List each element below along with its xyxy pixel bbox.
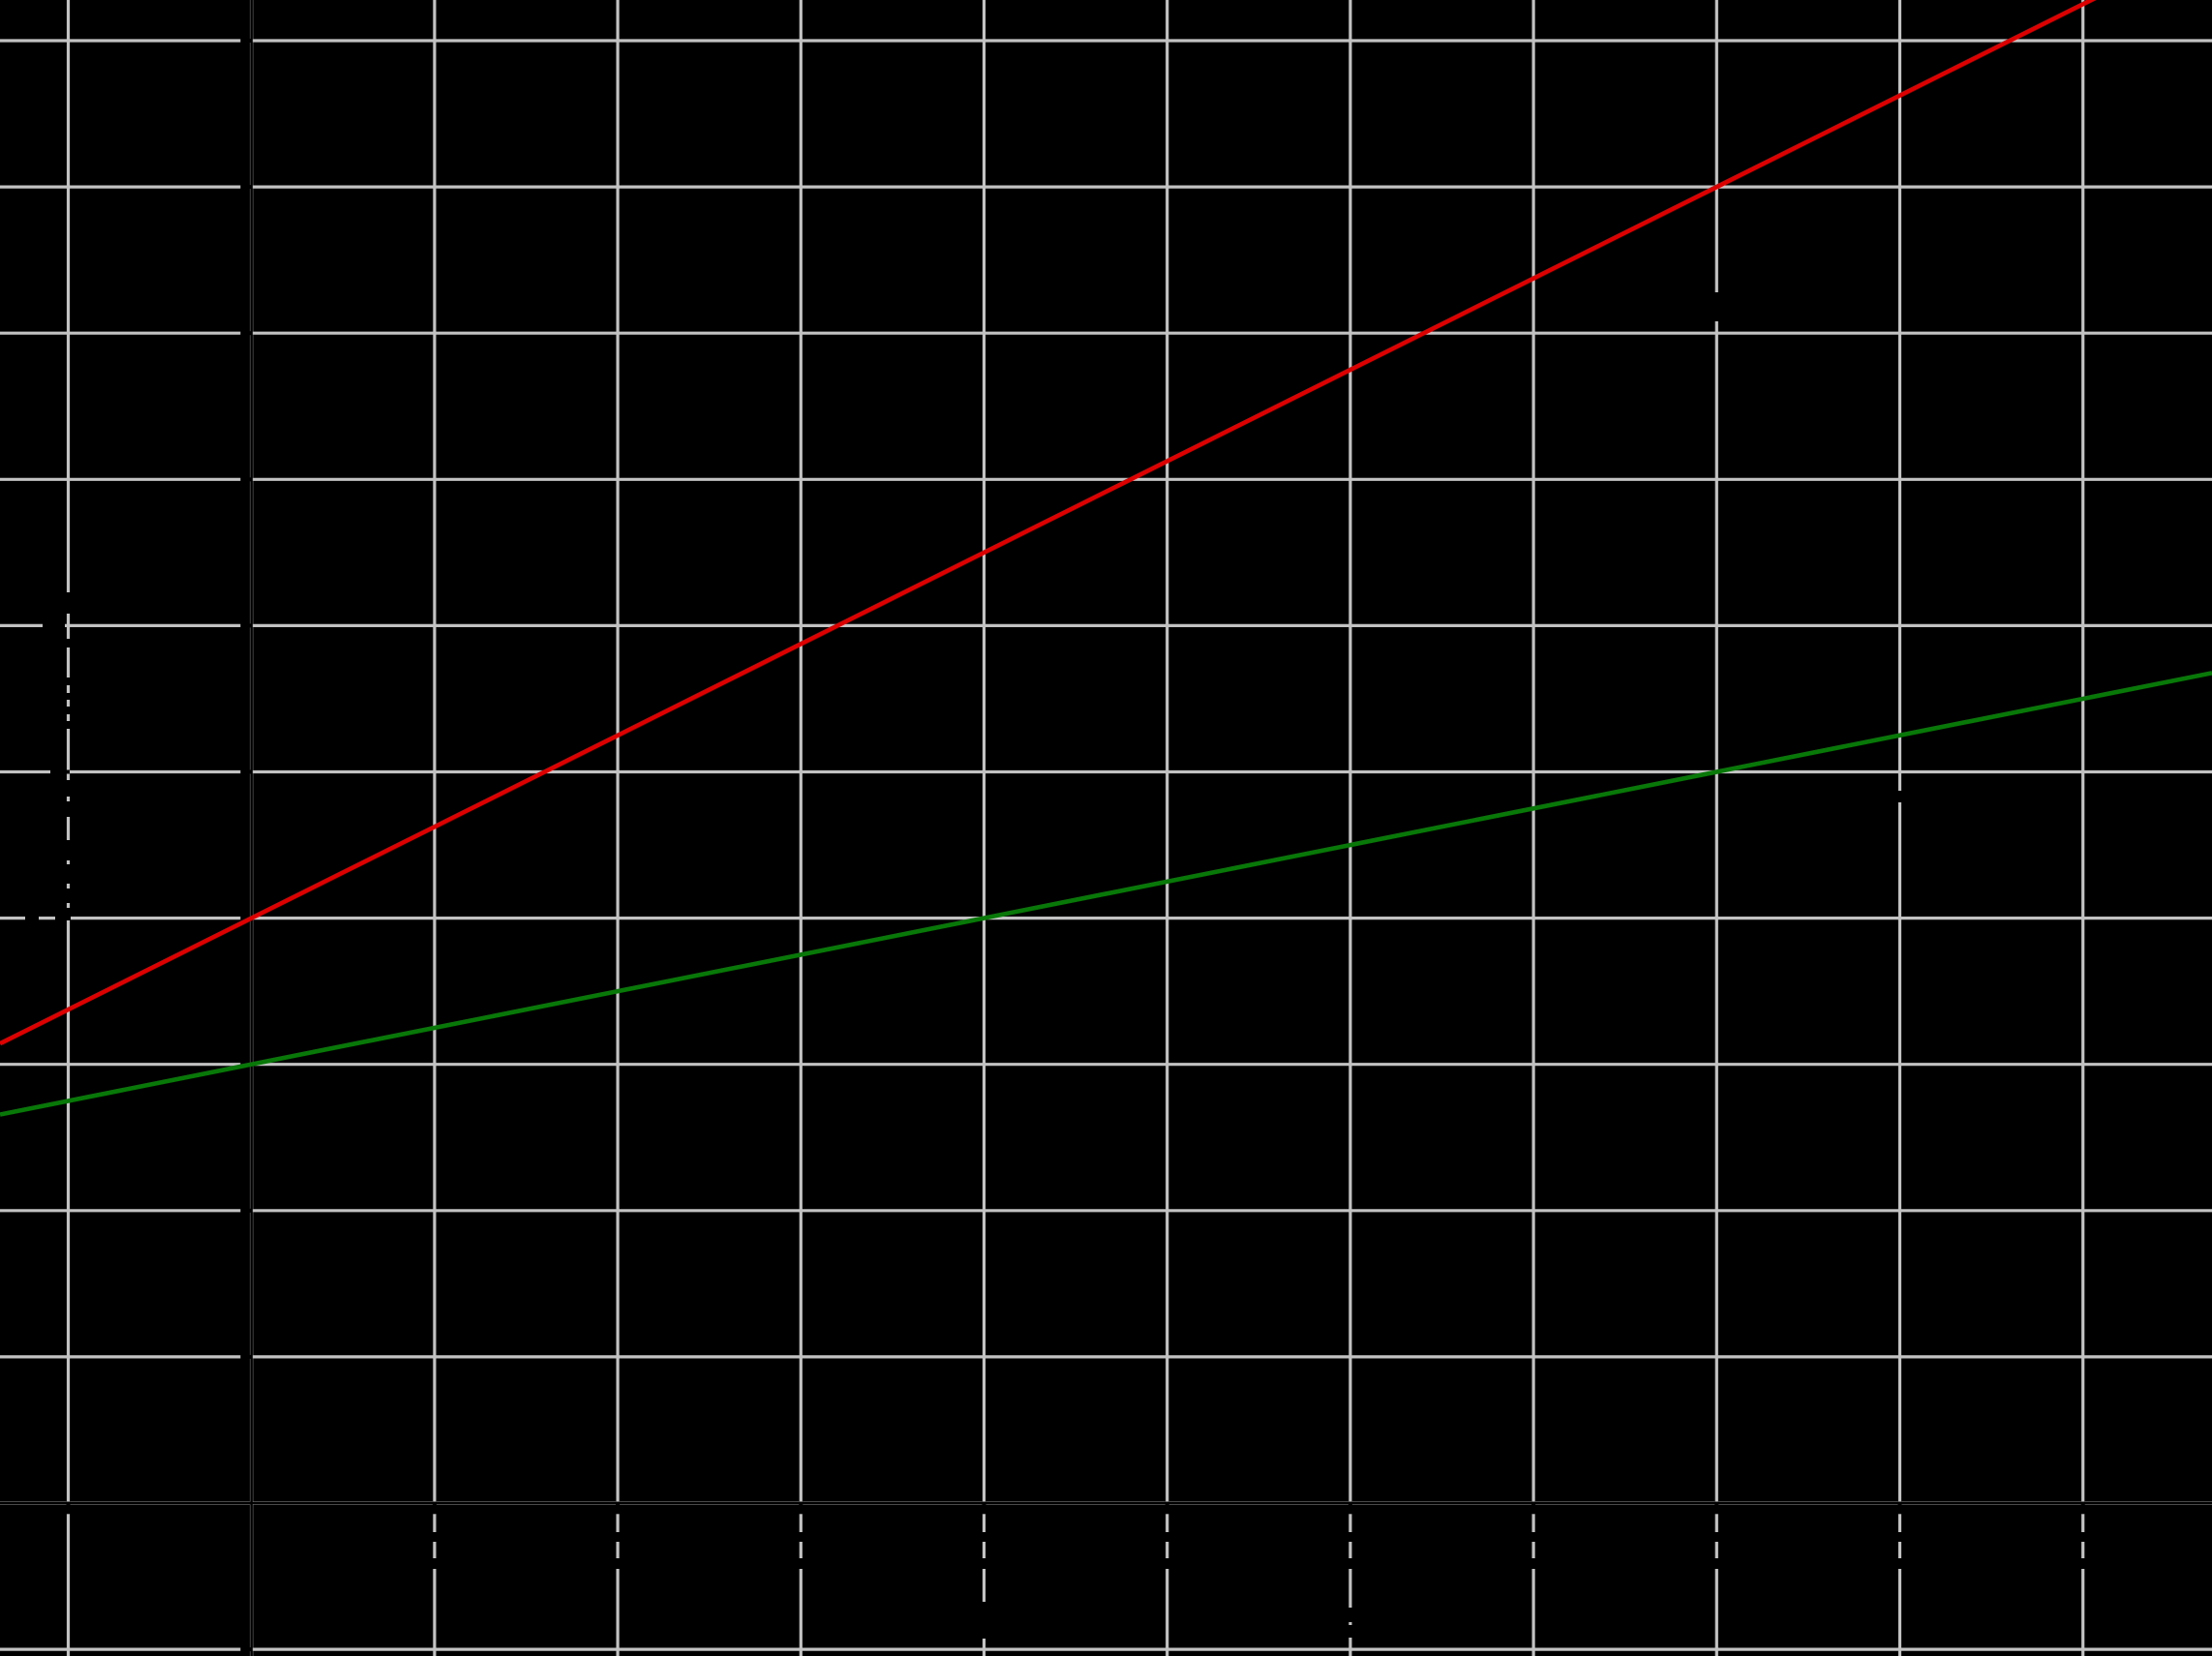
x-axis-tick [2080,1501,2085,1515]
label-fragment [982,1602,986,1639]
y-axis-tick [240,769,254,774]
tick-label-fragment [616,1532,621,1542]
tick-label-fragment [432,1558,437,1569]
tick-label-fragment [432,1532,437,1542]
label-fragment [66,888,71,903]
x-axis-tick [616,1501,621,1515]
label-fragment [66,639,71,647]
y-axis-tick [240,1208,254,1213]
y-axis-tick [240,623,254,628]
function-red-line [0,0,2097,1046]
y-axis-tick [240,1647,254,1652]
label-fragment [1348,1608,1352,1622]
y-axis-tick [240,331,254,336]
label-fragment [66,801,71,817]
label-fragment [66,693,71,700]
label-fragment [43,623,65,628]
y-axis-tick [240,477,254,482]
x-axis-tick [1714,1501,1719,1515]
label-fragment [50,769,70,774]
tick-label-fragment [1531,1532,1536,1542]
tick-label-fragment [799,1532,803,1542]
label-fragment [66,721,71,729]
tick-label-fragment [1897,1558,1902,1569]
label-fragment [25,916,39,920]
label-fragment [66,677,71,685]
label-fragment [1897,791,1902,802]
tick-label-fragment [1165,1558,1169,1569]
x-axis-tick [432,1501,437,1515]
tick-label-fragment [982,1558,986,1569]
tick-label-fragment [1897,1532,1902,1542]
tick-label-fragment [982,1532,986,1542]
label-fragment [1714,292,1719,321]
x-axis-tick [1348,1501,1352,1515]
y-axis-tick [240,39,254,43]
tick-label-fragment [1348,1558,1352,1569]
tick-label-fragment [616,1558,621,1569]
label-fragment [66,908,71,920]
y-axis-tick [240,185,254,190]
x-axis-tick [1165,1501,1169,1515]
tick-label-fragment [799,1558,803,1569]
label-fragment [66,780,71,797]
label-fragment [66,707,71,714]
tick-label-fragment [1165,1532,1169,1542]
label-fragment [66,592,71,614]
label-fragment [66,840,71,860]
tick-label-fragment [2080,1532,2085,1542]
tick-label-fragment [1531,1558,1536,1569]
tick-label-fragment [2080,1558,2085,1569]
function-green-line [0,671,2212,1117]
tick-label-fragment [1714,1532,1719,1542]
x-axis-tick [1531,1501,1536,1515]
x-axis-tick [799,1501,803,1515]
label-fragment [1348,1625,1352,1638]
x-axis-tick [1897,1501,1902,1515]
x-axis-tick [982,1501,986,1515]
y-axis-tick [240,1354,254,1359]
tick-label-fragment [1714,1558,1719,1569]
label-fragment [55,916,71,920]
tick-label-fragment [1348,1532,1352,1542]
x-axis-tick [66,1501,71,1515]
label-fragment [66,864,71,884]
